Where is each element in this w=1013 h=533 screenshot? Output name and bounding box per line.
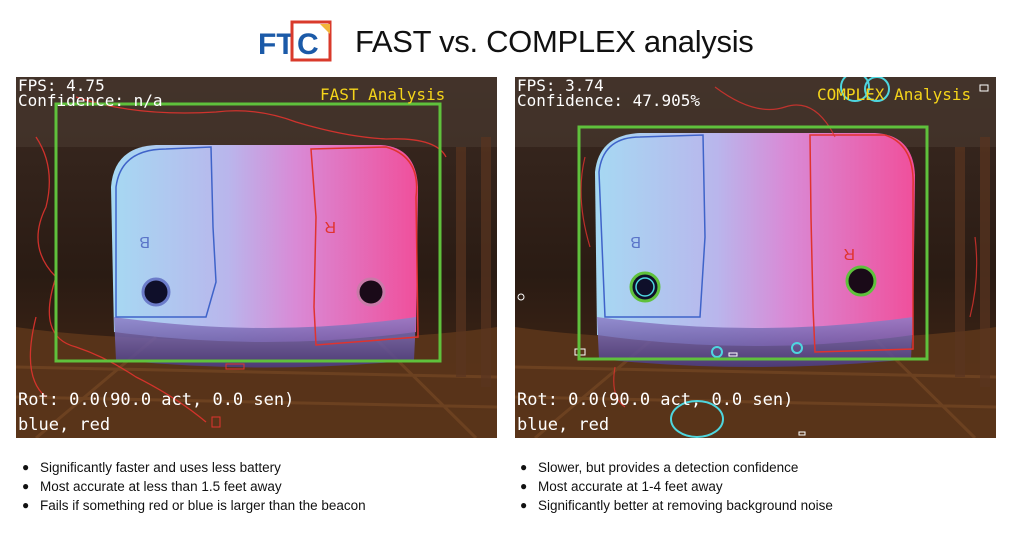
blue-side-letter: B: [139, 233, 150, 250]
blue-side-hole: [141, 277, 171, 307]
list-item-text: Fails if something red or blue is larger…: [40, 498, 366, 513]
red-contour: [809, 134, 914, 353]
bullet-icon: ●: [520, 498, 528, 512]
list-item-text: Most accurate at 1-4 feet away: [538, 479, 723, 494]
noise-circle: [711, 346, 723, 358]
complex-analysis-panel: B R FPS: 3.74 Confidence: 47.905% COMPLE…: [515, 77, 996, 438]
beacon-body: [595, 133, 915, 346]
list-item: ● Most accurate at less than 1.5 feet awa…: [22, 479, 366, 498]
analysis-mode-label: COMPLEX Analysis: [817, 85, 972, 104]
red-side-letter: R: [843, 245, 855, 262]
fast-notes-list: ● Significantly faster and uses less batt…: [22, 460, 366, 517]
rotation-readout: Rot: 0.0(90.0 act, 0.0 sen): [18, 390, 295, 410]
list-item-text: Slower, but provides a detection confide…: [538, 460, 799, 475]
fps-readout: FPS: 4.75: [18, 77, 105, 95]
ftc-logo: FT C: [258, 20, 332, 62]
beacon-bounding-box: [577, 125, 929, 361]
logo-text-ft: FT: [258, 28, 295, 61]
red-side-letter: R: [324, 218, 336, 235]
bullet-icon: ●: [22, 460, 30, 474]
noise-blob: [517, 293, 525, 301]
red-noise-contours: [29, 96, 447, 423]
red-noise-blob: [225, 363, 245, 370]
red-side-hole: [356, 277, 386, 307]
logo-corner-accent: [320, 24, 330, 34]
list-item: ● Significantly faster and uses less batt…: [22, 460, 366, 479]
bullet-icon: ●: [22, 479, 30, 493]
list-item: ● Significantly better at removing backgr…: [520, 498, 833, 517]
beacon-base: [114, 317, 416, 368]
list-item-text: Significantly better at removing backgro…: [538, 498, 833, 513]
list-item: ● Slower, but provides a detection confid…: [520, 460, 833, 479]
wood-grain: [515, 335, 996, 438]
noise-circle: [670, 400, 724, 438]
list-item-text: Most accurate at less than 1.5 feet away: [40, 479, 282, 494]
page-title: FAST vs. COMPLEX analysis: [355, 24, 754, 59]
confidence-readout: Confidence: 47.905%: [517, 91, 701, 110]
analysis-mode-label: FAST Analysis: [320, 85, 446, 104]
blue-contour: [115, 146, 217, 318]
logo-text-c: C: [297, 28, 319, 61]
beacon-base: [597, 317, 913, 367]
fps-readout: FPS: 3.74: [517, 77, 604, 95]
noise-circle: [864, 77, 890, 102]
noise-blob: [798, 431, 806, 436]
fast-analysis-panel: B R FPS: 4.75 Confidence: n/a FAST Analy…: [16, 77, 497, 438]
blue-side-letter: B: [630, 233, 641, 250]
bullet-icon: ●: [22, 498, 30, 512]
logo-frame: [290, 20, 332, 62]
red-noise-blob: [211, 416, 221, 428]
noise-blob: [728, 352, 738, 357]
complex-camera-view: B R: [515, 77, 996, 438]
bullet-icon: ●: [520, 460, 528, 474]
chair-back: [456, 137, 491, 387]
detected-colors-readout: blue, red: [517, 415, 610, 435]
list-item: ● Fails if something red or blue is large…: [22, 498, 366, 517]
red-noise-contours: [580, 86, 978, 408]
beacon-body: [111, 145, 418, 342]
rotation-readout: Rot: 0.0(90.0 act, 0.0 sen): [517, 390, 794, 410]
fast-camera-view: B R: [16, 77, 497, 438]
noise-circle: [840, 77, 870, 102]
beacon-bounding-box: [54, 102, 442, 363]
red-hole-detection-circle: [845, 265, 877, 297]
blue-contour: [598, 134, 706, 318]
complex-notes-list: ● Slower, but provides a detection confid…: [520, 460, 833, 517]
blue-hole-inner-circle: [635, 277, 655, 297]
noise-blob: [979, 84, 989, 92]
bullet-icon: ●: [520, 479, 528, 493]
list-item-text: Significantly faster and uses less batte…: [40, 460, 281, 475]
wood-grain: [16, 335, 497, 438]
list-item: ● Most accurate at 1-4 feet away: [520, 479, 833, 498]
red-contour: [310, 146, 419, 346]
chair-back: [955, 137, 990, 387]
detected-colors-readout: blue, red: [18, 415, 111, 435]
confidence-readout: Confidence: n/a: [18, 91, 163, 110]
blue-hole-detection-circle: [629, 271, 661, 303]
header: FT C FAST vs. COMPLEX analysis: [0, 14, 1013, 66]
noise-circle: [791, 342, 803, 354]
